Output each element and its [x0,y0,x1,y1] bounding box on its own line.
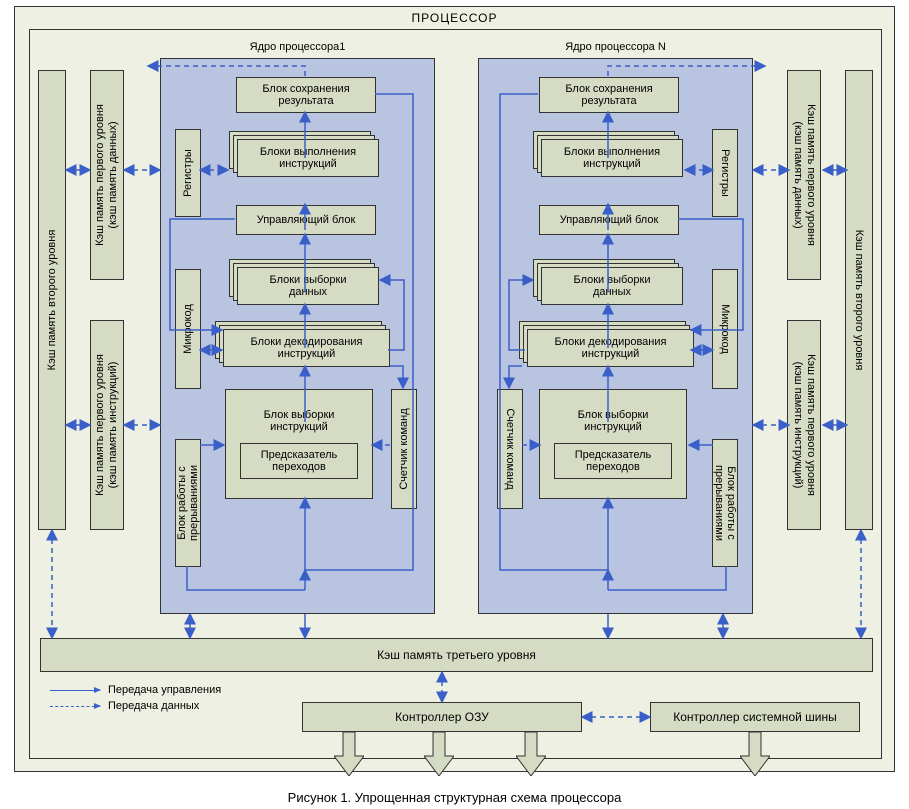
data-fetch-1: Блоки выборкиданных [229,259,379,305]
core-1: Ядро процессора1 Блок сохранениярезульта… [160,58,435,614]
branch-pred-1: Предсказательпереходов [240,443,358,479]
l1d-cache-left: Кэш память первого уровня(кэш память дан… [90,70,124,280]
pc-counter-n: Счетчик команд [497,389,523,509]
exec-blocks-1: Блоки выполненияинструкций [229,131,379,177]
big-arrow-1 [334,732,364,776]
instr-fetch-1: Блок выборкиинструкций Предсказательпере… [225,389,373,499]
interrupts-1: Блок работы спрерываниями [175,439,201,567]
big-arrow-4 [740,732,770,776]
processor-frame: ПРОЦЕССОР Кэш память второго уровня Кэш … [14,6,895,772]
l2-cache-right: Кэш память второго уровня [845,70,873,530]
bus-controller: Контроллер системной шины [650,702,860,732]
interrupts-n: Блок работы спрерываниями [712,439,738,567]
control-block-n: Управляющий блок [539,205,679,235]
decode-n: Блоки декодированияинструкций [519,321,694,367]
legend-solid: Передача управления [50,684,221,696]
l1i-cache-right: Кэш память первого уровня(кэш память инс… [787,320,821,530]
branch-pred-n: Предсказательпереходов [554,443,672,479]
core-1-title: Ядро процессора1 [250,41,346,53]
l3-cache: Кэш память третьего уровня [40,638,873,672]
l1d-cache-right: Кэш память первого уровня(кэш память дан… [787,70,821,280]
save-result-n: Блок сохранениярезультата [539,77,679,113]
big-arrow-3 [516,732,546,776]
microcode-n: Микрокод [712,269,738,389]
ram-controller: Контроллер ОЗУ [302,702,582,732]
pc-counter-1: Счетчик команд [391,389,417,509]
instr-fetch-n: Блок выборкиинструкций Предсказательпере… [539,389,687,499]
figure-caption: Рисунок 1. Упрощенная структурная схема … [288,790,622,805]
legend: Передача управления Передача данных [50,684,221,716]
instr-fetch-label-n: Блок выборкиинструкций [578,409,649,433]
instr-fetch-label-1: Блок выборкиинструкций [264,409,335,433]
registers-1: Регистры [175,129,201,217]
legend-dashed: Передача данных [50,700,221,712]
control-block-1: Управляющий блок [236,205,376,235]
l2-cache-left: Кэш память второго уровня [38,70,66,530]
big-arrow-2 [424,732,454,776]
decode-1: Блоки декодированияинструкций [215,321,390,367]
processor-title: ПРОЦЕССОР [412,11,498,25]
l1i-cache-left: Кэш память первого уровня(кэш память инс… [90,320,124,530]
diagram-root: ПРОЦЕССОР Кэш память второго уровня Кэш … [0,0,909,809]
data-fetch-n: Блоки выборкиданных [533,259,683,305]
save-result-1: Блок сохранениярезультата [236,77,376,113]
exec-blocks-n: Блоки выполненияинструкций [533,131,683,177]
core-n-title: Ядро процессора N [565,41,666,53]
inner-frame: Кэш память второго уровня Кэш память пер… [29,29,882,759]
registers-n: Регистры [712,129,738,217]
core-n: Ядро процессора N Блок сохранениярезульт… [478,58,753,614]
microcode-1: Микрокод [175,269,201,389]
